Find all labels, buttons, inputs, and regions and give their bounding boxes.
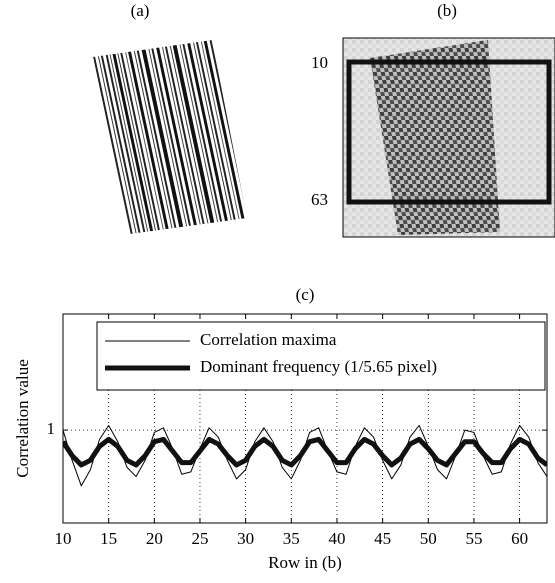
series-line xyxy=(63,439,547,465)
row-label: 10 xyxy=(311,53,328,72)
series-line xyxy=(63,425,547,485)
x-tick-label: 10 xyxy=(55,529,72,548)
legend-label: Correlation maxima xyxy=(200,330,337,349)
x-tick-label: 60 xyxy=(511,529,528,548)
x-tick-label: 25 xyxy=(191,529,208,548)
y-axis-label: Correlation value xyxy=(13,359,32,478)
x-tick-label: 35 xyxy=(283,529,300,548)
plot-lines xyxy=(63,425,547,485)
figure: (a) (b) 10 63 (c) Row in (b) Correlation v… xyxy=(0,0,555,583)
panel-label: (b) xyxy=(437,1,457,20)
barcode-image xyxy=(93,40,247,234)
x-tick-label: 55 xyxy=(465,529,482,548)
x-tick-label: 15 xyxy=(100,529,117,548)
x-tick-label: 30 xyxy=(237,529,254,548)
x-tick-label: 50 xyxy=(420,529,437,548)
chart: (c) Row in (b) Correlation value 10 15 20 25 30… xyxy=(13,285,547,572)
x-tick-label: 45 xyxy=(374,529,391,548)
x-tick-label: 20 xyxy=(146,529,163,548)
legend-label: Dominant frequency (1/5.65 pixel) xyxy=(200,357,437,376)
row-label: 63 xyxy=(311,190,328,209)
x-tick-label: 40 xyxy=(328,529,345,548)
chart-title: (c) xyxy=(296,285,315,304)
x-axis-label: Row in (b) xyxy=(268,553,342,572)
y-tick-label: 1 xyxy=(47,419,56,438)
panel-label: (a) xyxy=(131,1,150,20)
